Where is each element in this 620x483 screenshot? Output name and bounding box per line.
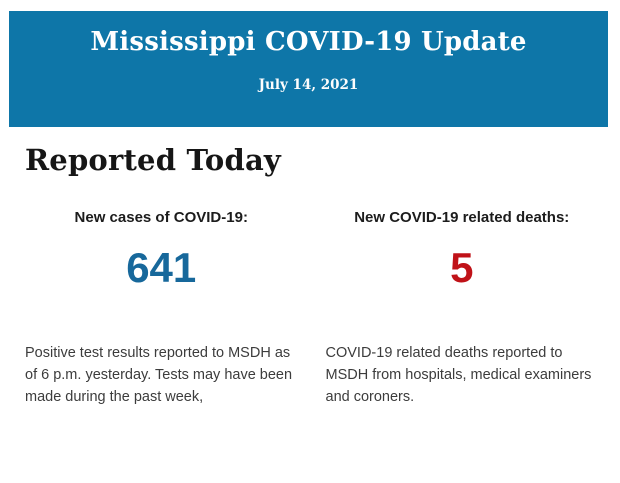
header-banner: Mississippi COVID-19 Update July 14, 202… [9,11,608,127]
page-title: Mississippi COVID-19 Update [90,27,527,57]
section-heading: Reported Today [25,143,281,177]
stat-description-new-cases: Positive test results reported to MSDH a… [25,345,293,405]
stat-new-deaths: New COVID-19 related deaths: 5 COVID-19 … [326,209,599,408]
header-date: July 14, 2021 [258,77,359,93]
stat-value-new-deaths: 5 [450,244,474,291]
content-area: Reported Today New cases of COVID-19: 64… [0,127,620,408]
stat-new-cases: New cases of COVID-19: 641 Positive test… [25,209,298,408]
stat-description-new-deaths: COVID-19 related deaths reported to MSDH… [325,345,592,405]
stat-label-new-deaths: New COVID-19 related deaths: [354,209,570,226]
stats-grid: New cases of COVID-19: 641 Positive test… [25,209,598,408]
stat-value-new-cases: 641 [126,244,197,291]
stat-label-new-cases: New cases of COVID-19: [74,209,248,226]
